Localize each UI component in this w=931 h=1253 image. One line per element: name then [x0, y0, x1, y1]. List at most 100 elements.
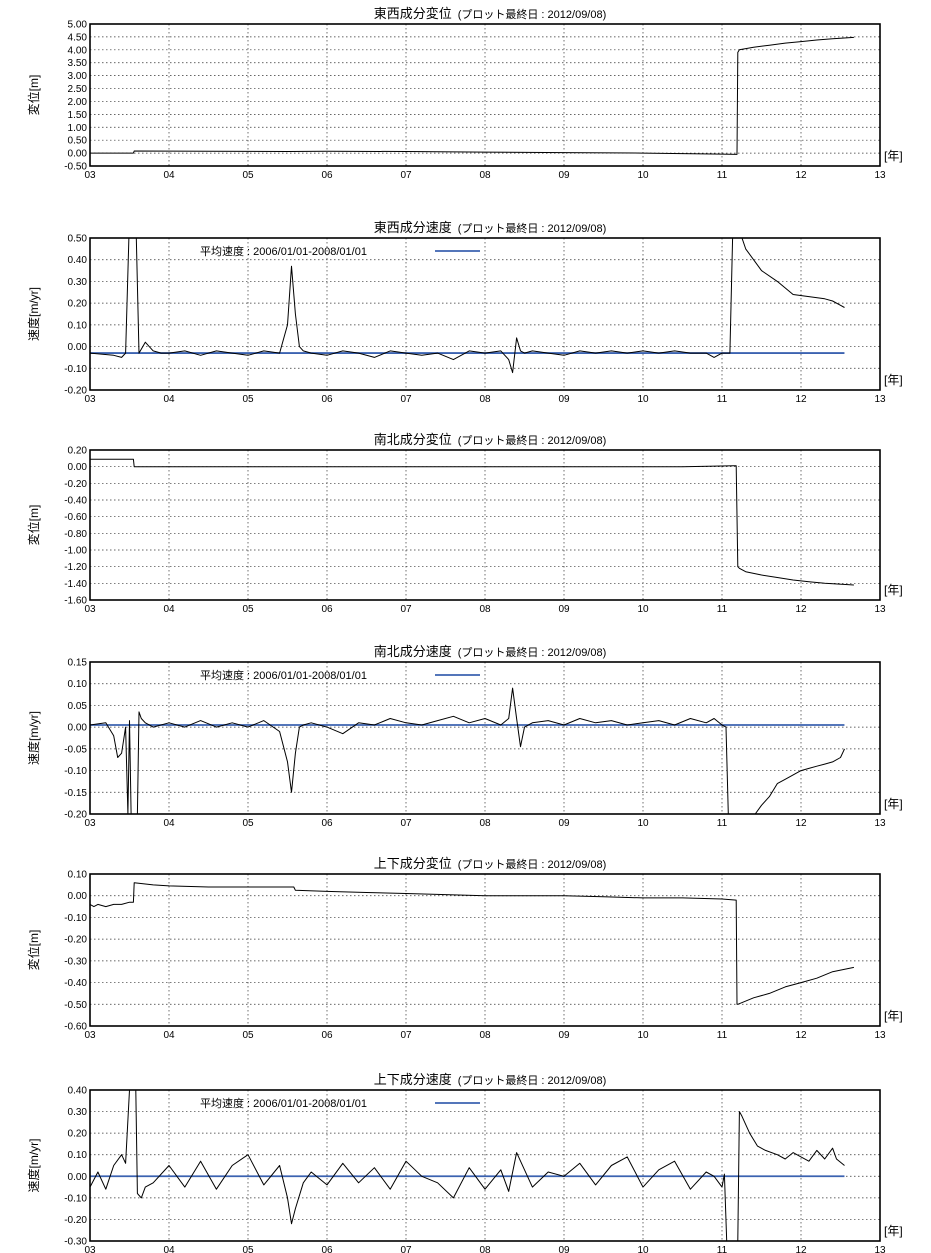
plot-area	[90, 882, 854, 1005]
y-tick-label: 0.00	[68, 723, 88, 734]
x-tick-label: 12	[795, 1245, 807, 1253]
chart-6: 上下成分速度 (プロット最終日 : 2012/09/08) 0.40 0.30 0.20…	[26, 1072, 903, 1253]
y-tick-label: -0.40	[64, 496, 87, 507]
x-tick-label: 06	[321, 1245, 333, 1253]
series-line-1	[90, 1090, 728, 1241]
series-line-1	[90, 458, 854, 586]
x-tick-label: 12	[795, 604, 807, 615]
chart-title: 東西成分変位 (プロット最終日 : 2012/09/08)	[374, 6, 607, 21]
y-tick-label: 4.50	[68, 32, 88, 43]
x-tick-label: 03	[84, 394, 96, 405]
x-tick-label: 03	[84, 818, 96, 829]
y-tick-label: 0.05	[68, 701, 88, 712]
y-axis-label: 変位[m]	[26, 75, 41, 116]
x-tick-label: 09	[558, 170, 570, 181]
x-tick-label: 06	[321, 818, 333, 829]
x-tick-label: 11	[717, 1245, 728, 1253]
series-line-2	[737, 1111, 845, 1241]
y-tick-label: 0.10	[68, 870, 88, 881]
x-tick-label: 13	[874, 818, 886, 829]
y-tick-label: 0.20	[68, 446, 88, 457]
y-tick-label: 0.30	[68, 1107, 88, 1118]
x-tick-label: 13	[874, 394, 886, 405]
y-tick-label: -0.30	[64, 1237, 87, 1248]
y-tick-label: 0.00	[68, 891, 88, 902]
y-tick-label: 0.50	[68, 136, 88, 147]
chart-2: 東西成分速度 (プロット最終日 : 2012/09/08) 0.50 0.40 0.30…	[26, 220, 903, 405]
y-tick-label: 0.30	[68, 277, 88, 288]
y-tick-label: 5.00	[68, 20, 88, 31]
plot-frame	[89, 1089, 881, 1242]
x-tick-label: 07	[400, 170, 412, 181]
x-tick-label: 11	[717, 818, 728, 829]
y-tick-label: -0.10	[64, 364, 87, 375]
y-tick-label: -0.20	[64, 1215, 87, 1226]
x-tick-label: 09	[558, 818, 570, 829]
y-axis-label: 変位[m]	[26, 930, 41, 971]
y-tick-label: -0.05	[64, 744, 87, 755]
x-tick-label: 04	[163, 604, 175, 615]
plot-area	[90, 36, 854, 155]
series-line-1	[90, 882, 854, 1005]
y-tick-label: -0.10	[64, 913, 87, 924]
x-tick-label: 08	[479, 1030, 491, 1041]
x-tick-label: 06	[321, 394, 333, 405]
y-tick-label: 0.40	[68, 255, 88, 266]
plot-area	[90, 687, 845, 814]
y-tick-label: -1.40	[64, 579, 87, 590]
x-tick-label: 04	[163, 1030, 175, 1041]
y-tick-label: -1.20	[64, 562, 87, 573]
x-axis-unit: [年]	[884, 1224, 903, 1238]
y-tick-label: 0.20	[68, 299, 88, 310]
x-tick-label: 10	[637, 394, 649, 405]
x-tick-label: 05	[242, 170, 254, 181]
y-axis-label: 速度[m/yr]	[26, 711, 41, 765]
y-tick-label: 0.00	[68, 1172, 88, 1183]
series-line-1	[90, 36, 854, 155]
x-tick-label: 08	[479, 604, 491, 615]
y-tick-label: 0.00	[68, 462, 88, 473]
x-tick-label: 09	[558, 604, 570, 615]
y-tick-label: -0.50	[64, 1000, 87, 1011]
y-tick-label: -0.10	[64, 1193, 87, 1204]
x-tick-label: 04	[163, 1245, 175, 1253]
legend-label: 平均速度 : 2006/01/01-2008/01/01	[200, 1096, 367, 1110]
y-tick-label: -1.00	[64, 546, 87, 557]
x-tick-label: 09	[558, 1030, 570, 1041]
x-tick-label: 11	[717, 394, 728, 405]
x-tick-label: 06	[321, 170, 333, 181]
y-tick-label: 0.50	[68, 234, 88, 245]
y-tick-label: 0.00	[68, 149, 88, 160]
y-tick-label: -0.30	[64, 956, 87, 967]
x-tick-label: 12	[795, 394, 807, 405]
y-tick-label: 0.15	[68, 658, 88, 669]
chart-title: 南北成分変位 (プロット最終日 : 2012/09/08)	[374, 432, 607, 447]
x-tick-label: 03	[84, 604, 96, 615]
plot-frame	[89, 661, 881, 815]
x-tick-label: 08	[479, 394, 491, 405]
x-tick-label: 07	[400, 1245, 412, 1253]
x-tick-label: 04	[163, 394, 175, 405]
x-tick-label: 12	[795, 1030, 807, 1041]
y-tick-label: -0.40	[64, 978, 87, 989]
x-axis-unit: [年]	[884, 583, 903, 597]
y-tick-label: 3.50	[68, 58, 88, 69]
y-tick-label: 0.40	[68, 1086, 88, 1097]
x-tick-label: 04	[163, 170, 175, 181]
chart-title: 上下成分変位 (プロット最終日 : 2012/09/08)	[374, 856, 607, 871]
y-tick-label: -0.80	[64, 529, 87, 540]
chart-title: 東西成分速度 (プロット最終日 : 2012/09/08)	[374, 220, 607, 235]
x-tick-label: 10	[637, 604, 649, 615]
y-tick-label: 4.00	[68, 45, 88, 56]
x-tick-label: 05	[242, 394, 254, 405]
y-tick-label: 1.00	[68, 123, 88, 134]
x-tick-label: 03	[84, 170, 96, 181]
x-tick-label: 13	[874, 604, 886, 615]
x-tick-label: 13	[874, 170, 886, 181]
x-tick-label: 10	[637, 1245, 649, 1253]
legend-label: 平均速度 : 2006/01/01-2008/01/01	[200, 668, 367, 682]
y-axis-label: 変位[m]	[26, 505, 41, 546]
y-tick-label: -1.60	[64, 596, 87, 607]
y-tick-label: -0.60	[64, 1022, 87, 1033]
